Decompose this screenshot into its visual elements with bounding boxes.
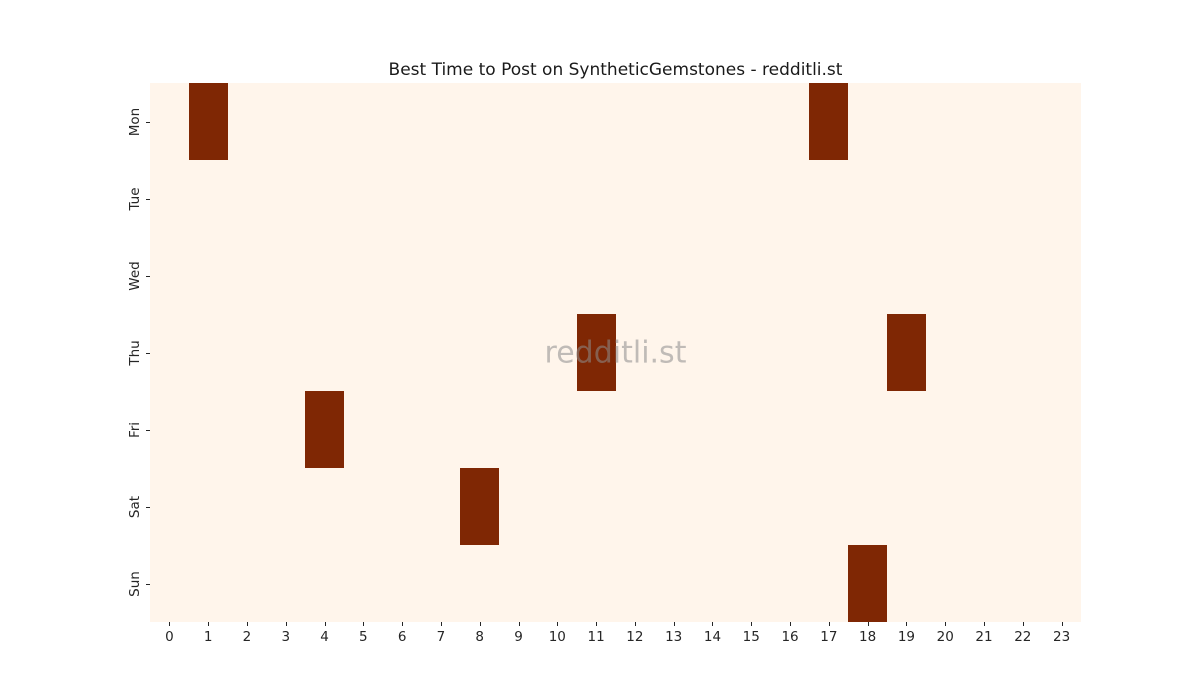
x-tick-label: 22 <box>1014 629 1032 645</box>
heatmap-cell <box>887 314 927 391</box>
x-tick-mark <box>828 622 830 626</box>
x-tick-mark <box>324 622 326 626</box>
x-tick-label: 7 <box>436 629 446 645</box>
y-tick-mark <box>146 352 150 354</box>
x-tick-label: 18 <box>859 629 877 645</box>
x-tick-mark <box>867 622 869 626</box>
x-tick-mark <box>751 622 753 626</box>
y-tick-mark <box>146 506 150 508</box>
x-tick-label: 5 <box>359 629 368 645</box>
x-tick-label: 4 <box>320 629 329 645</box>
x-tick-label: 13 <box>665 629 683 645</box>
x-tick-mark <box>712 622 714 626</box>
x-tick-label: 19 <box>897 629 916 645</box>
heatmap-cell <box>576 314 616 391</box>
x-tick-mark <box>285 622 287 626</box>
x-tick-mark <box>246 622 248 626</box>
y-tick-label: Sun <box>127 570 143 597</box>
x-tick-mark <box>1061 622 1063 626</box>
y-tick-mark <box>146 275 150 277</box>
x-tick-mark <box>984 622 986 626</box>
x-tick-label: 15 <box>742 629 760 645</box>
y-tick-mark <box>146 198 150 200</box>
y-tick-label: Mon <box>127 107 143 136</box>
heatmap-cell <box>305 391 345 468</box>
plot-area: redditli.st <box>150 83 1081 622</box>
heatmap-cell <box>848 545 888 622</box>
y-tick-mark <box>146 429 150 431</box>
heatmap-cell <box>188 83 228 160</box>
x-tick-mark <box>518 622 520 626</box>
y-tick-label: Thu <box>127 339 143 366</box>
x-tick-label: 21 <box>975 629 993 645</box>
chart-title: Best Time to Post on SyntheticGemstones … <box>388 60 843 80</box>
x-tick-label: 17 <box>820 629 838 645</box>
heatmap-cell <box>809 83 849 160</box>
x-tick-mark <box>440 622 442 626</box>
x-tick-mark <box>945 622 947 626</box>
x-tick-label: 0 <box>165 629 174 645</box>
x-tick-mark <box>596 622 598 626</box>
x-tick-mark <box>479 622 481 626</box>
x-tick-label: 14 <box>703 629 722 645</box>
x-tick-label: 23 <box>1053 629 1071 645</box>
x-tick-label: 11 <box>587 629 605 645</box>
x-tick-label: 10 <box>548 629 566 645</box>
x-tick-label: 9 <box>514 629 523 645</box>
x-tick-mark <box>790 622 792 626</box>
x-tick-mark <box>402 622 404 626</box>
x-tick-mark <box>363 622 365 626</box>
x-tick-label: 12 <box>626 629 644 645</box>
x-tick-label: 20 <box>936 629 954 645</box>
x-tick-label: 8 <box>475 629 485 645</box>
x-tick-mark <box>634 622 636 626</box>
x-tick-label: 2 <box>242 629 252 645</box>
y-tick-label: Fri <box>127 421 143 438</box>
x-tick-mark <box>208 622 210 626</box>
y-tick-mark <box>146 583 150 585</box>
y-tick-label: Tue <box>127 186 143 211</box>
x-tick-mark <box>169 622 171 626</box>
heatmap-cell <box>460 468 500 545</box>
x-tick-mark <box>1022 622 1024 626</box>
x-tick-label: 1 <box>203 629 213 645</box>
y-tick-label: Sat <box>127 495 143 518</box>
y-tick-mark <box>146 121 150 123</box>
x-tick-mark <box>906 622 908 626</box>
x-tick-label: 6 <box>397 629 407 645</box>
x-tick-mark <box>673 622 675 626</box>
x-tick-mark <box>557 622 559 626</box>
y-tick-label: Wed <box>127 260 143 291</box>
x-tick-label: 3 <box>281 629 291 645</box>
x-tick-label: 16 <box>781 629 799 645</box>
